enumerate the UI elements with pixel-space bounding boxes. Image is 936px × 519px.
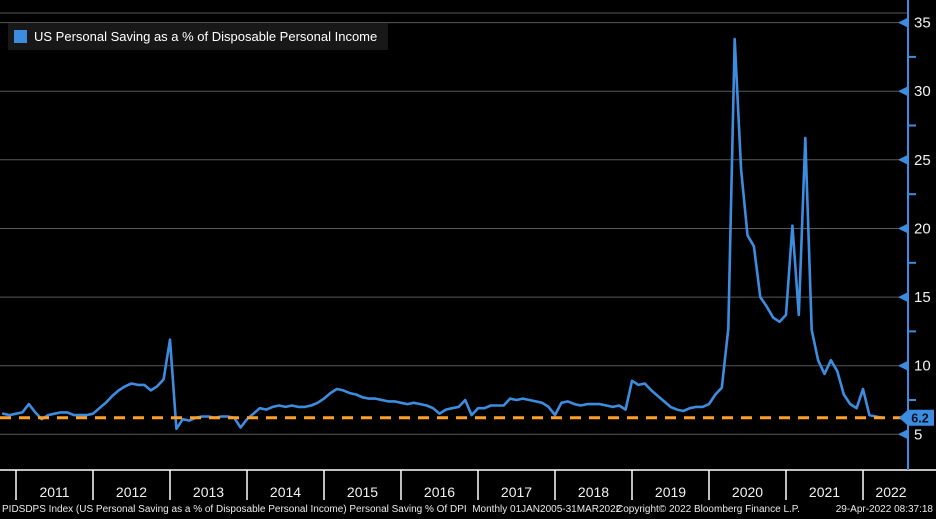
- x-axis-label: 2021: [809, 484, 840, 500]
- x-axis-label: 2012: [116, 484, 147, 500]
- y-axis-tick-arrow-icon: [898, 86, 908, 97]
- y-axis-label: 30: [914, 83, 931, 100]
- x-axis-label: 2017: [501, 484, 532, 500]
- x-axis-label: 2018: [578, 484, 609, 500]
- y-axis-label: 5: [914, 426, 922, 443]
- y-axis-label: 25: [914, 152, 931, 169]
- legend-series-label: US Personal Saving as a % of Disposable …: [34, 29, 378, 44]
- y-axis-tick-arrow-icon: [898, 292, 908, 303]
- status-bar: PIDSDPS Index (US Personal Saving as a %…: [0, 503, 936, 517]
- status-copyright: Copyright© 2022 Bloomberg Finance L.P.: [616, 504, 800, 515]
- series-line-personal-saving: [1, 37, 884, 431]
- x-axis-label: 2013: [193, 484, 224, 500]
- y-axis-label: 20: [914, 221, 931, 238]
- y-axis-tick-arrow-icon: [898, 17, 908, 28]
- last-value-tag: [899, 409, 934, 426]
- x-axis-label: 2022: [875, 484, 906, 500]
- legend[interactable]: US Personal Saving as a % of Disposable …: [8, 23, 389, 50]
- y-axis-label: 15: [914, 289, 931, 306]
- y-axis-tick-arrow-icon: [898, 223, 908, 234]
- y-axis-tick-arrow-icon: [898, 154, 908, 165]
- x-axis-label: 2016: [424, 484, 455, 500]
- y-axis-tick-arrow-icon: [898, 360, 908, 371]
- x-axis-label: 2011: [39, 484, 69, 500]
- status-ticker-description: PIDSDPS Index (US Personal Saving as a %…: [2, 504, 622, 515]
- x-axis-label: 2020: [732, 484, 763, 500]
- x-axis-label: 2015: [347, 484, 378, 500]
- x-axis-label: 2019: [655, 484, 686, 500]
- y-axis-label: 35: [914, 15, 931, 32]
- series-color-swatch-icon: [14, 30, 27, 43]
- x-axis-label: 2014: [270, 484, 301, 500]
- y-axis-tick-arrow-icon: [898, 429, 908, 440]
- status-timestamp: 29-Apr-2022 08:37:18: [835, 504, 933, 515]
- last-value-tag-label: 6.2: [911, 411, 928, 425]
- y-axis-label: 10: [914, 358, 931, 375]
